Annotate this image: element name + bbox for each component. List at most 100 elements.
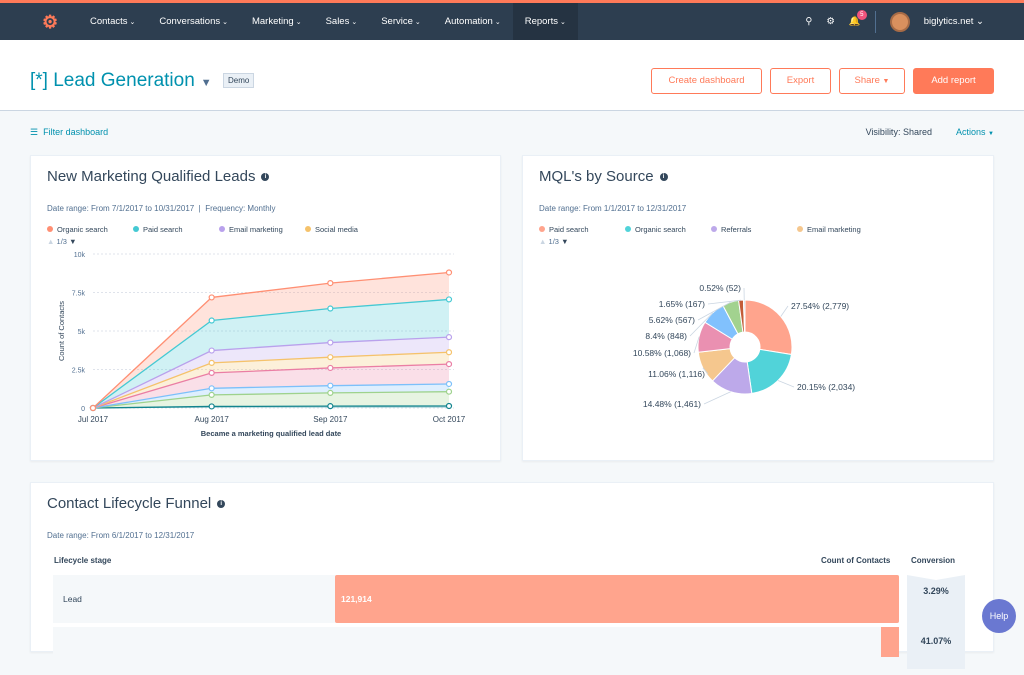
nav-item-service[interactable]: Service⌄ [369,3,433,40]
x-tick-label: Jul 2017 [78,415,109,424]
data-point[interactable] [209,295,214,300]
column-header-count: Count of Contacts [821,556,890,565]
data-point[interactable] [447,297,452,302]
slice-label: 10.58% (1,068) [633,348,691,358]
data-point[interactable] [209,318,214,323]
actions-label: Actions [956,127,986,137]
dashboard-header: [*] Lead Generation▼ Demo Create dashboa… [0,40,1024,111]
x-tick-label: Oct 2017 [433,415,466,424]
visibility-label: Visibility: [866,127,901,137]
conversion-chevron: 41.07% [907,629,965,669]
chevron-down-icon: ⌄ [415,19,421,26]
create-dashboard-button[interactable]: Create dashboard [651,68,762,94]
data-point[interactable] [209,392,214,397]
pie-slice[interactable] [747,349,791,393]
data-point[interactable] [328,355,333,360]
x-tick-label: Sep 2017 [313,415,348,424]
data-point[interactable] [328,281,333,286]
chevron-down-icon: ⌄ [296,19,302,26]
data-point[interactable] [447,403,452,408]
data-point[interactable] [328,365,333,370]
visibility-value: Shared [903,127,932,137]
data-point[interactable] [328,383,333,388]
count-value: 121,914 [341,594,372,604]
filter-dashboard-button[interactable]: ☰ Filter dashboard [30,127,108,138]
export-button[interactable]: Export [770,68,831,94]
filter-label: Filter dashboard [43,127,108,137]
nav-label: Automation [445,16,493,27]
y-tick-label: 0 [81,406,85,413]
data-point[interactable] [447,381,452,386]
data-point[interactable] [209,348,214,353]
nav-item-automation[interactable]: Automation⌄ [433,3,513,40]
report-title[interactable]: Contact Lifecycle Funnel i [47,495,225,512]
nav-item-conversations[interactable]: Conversations⌄ [147,3,240,40]
avatar[interactable] [890,12,910,32]
chevron-down-icon: ⌄ [351,19,357,26]
y-tick-label: 5k [78,329,86,336]
table-row[interactable]: Lead 121,914 [53,575,899,623]
top-nav: ⚙ Contacts⌄Conversations⌄Marketing⌄Sales… [0,0,1024,40]
sliders-icon: ☰ [30,127,38,137]
dashboard-selector[interactable]: [*] Lead Generation▼ [30,70,212,92]
nav-item-contacts[interactable]: Contacts⌄ [78,3,147,40]
table-row[interactable] [53,627,899,675]
data-point[interactable] [209,386,214,391]
data-point[interactable] [91,406,96,411]
y-tick-label: 7.5k [72,291,86,298]
data-point[interactable] [447,389,452,394]
data-point[interactable] [447,350,452,355]
data-point[interactable] [328,404,333,409]
chevron-down-icon: ⌄ [222,19,228,26]
label-leader-line [781,306,788,317]
help-button[interactable]: Help [982,599,1016,633]
data-point[interactable] [447,270,452,275]
report-title-text: Contact Lifecycle Funnel [47,495,211,512]
y-tick-label: 10k [74,252,86,259]
nav-item-sales[interactable]: Sales⌄ [314,3,370,40]
info-icon[interactable]: i [217,500,225,508]
x-axis-label: Became a marketing qualified lead date [201,429,341,438]
notification-count: 5 [857,10,867,20]
data-point[interactable] [447,335,452,340]
nav-item-marketing[interactable]: Marketing⌄ [240,3,314,40]
account-name: biglytics.net [924,16,974,27]
data-point[interactable] [209,404,214,409]
hubspot-logo-icon[interactable]: ⚙ [42,12,58,33]
column-header-stage: Lifecycle stage [54,556,111,565]
visibility: Visibility: Shared [866,127,932,137]
nav-item-reports[interactable]: Reports⌄ [513,3,578,40]
nav-label: Marketing [252,16,294,27]
slice-label: 11.06% (1,116) [648,369,705,379]
chevron-down-icon: ⌄ [130,19,136,26]
pie-slice[interactable] [745,300,792,354]
data-point[interactable] [328,306,333,311]
data-point[interactable] [447,362,452,367]
data-point[interactable] [209,370,214,375]
slice-label: 20.15% (2,034) [797,382,855,392]
slice-label: 1.65% (167) [659,299,705,309]
stage-name: Lead [63,594,82,604]
x-tick-label: Aug 2017 [195,415,230,424]
data-point[interactable] [209,360,214,365]
share-button[interactable]: Share ▼ [839,68,905,94]
add-report-button[interactable]: Add report [913,68,994,94]
slice-label: 8.4% (848) [645,331,687,341]
caret-down-icon: ▼ [201,77,212,89]
slice-label: 0.52% (52) [699,283,741,293]
notifications-bell-icon[interactable]: 🔔5 [849,16,861,27]
conversion-value: 41.07% [921,636,952,646]
column-header-conversion: Conversion [911,556,955,565]
y-axis-label: Count of Contacts [57,301,66,361]
account-menu[interactable]: biglytics.net ⌄ [924,16,984,27]
actions-menu[interactable]: Actions ▼ [956,127,994,137]
data-point[interactable] [328,340,333,345]
search-icon[interactable]: ⚲ [805,16,812,27]
label-leader-line [778,380,794,387]
nav-label: Conversations [159,16,220,27]
gear-icon[interactable]: ⚙ [826,16,835,27]
data-point[interactable] [328,390,333,395]
date-range: Date range: From 6/1/2017 to 12/31/2017 [47,531,194,540]
